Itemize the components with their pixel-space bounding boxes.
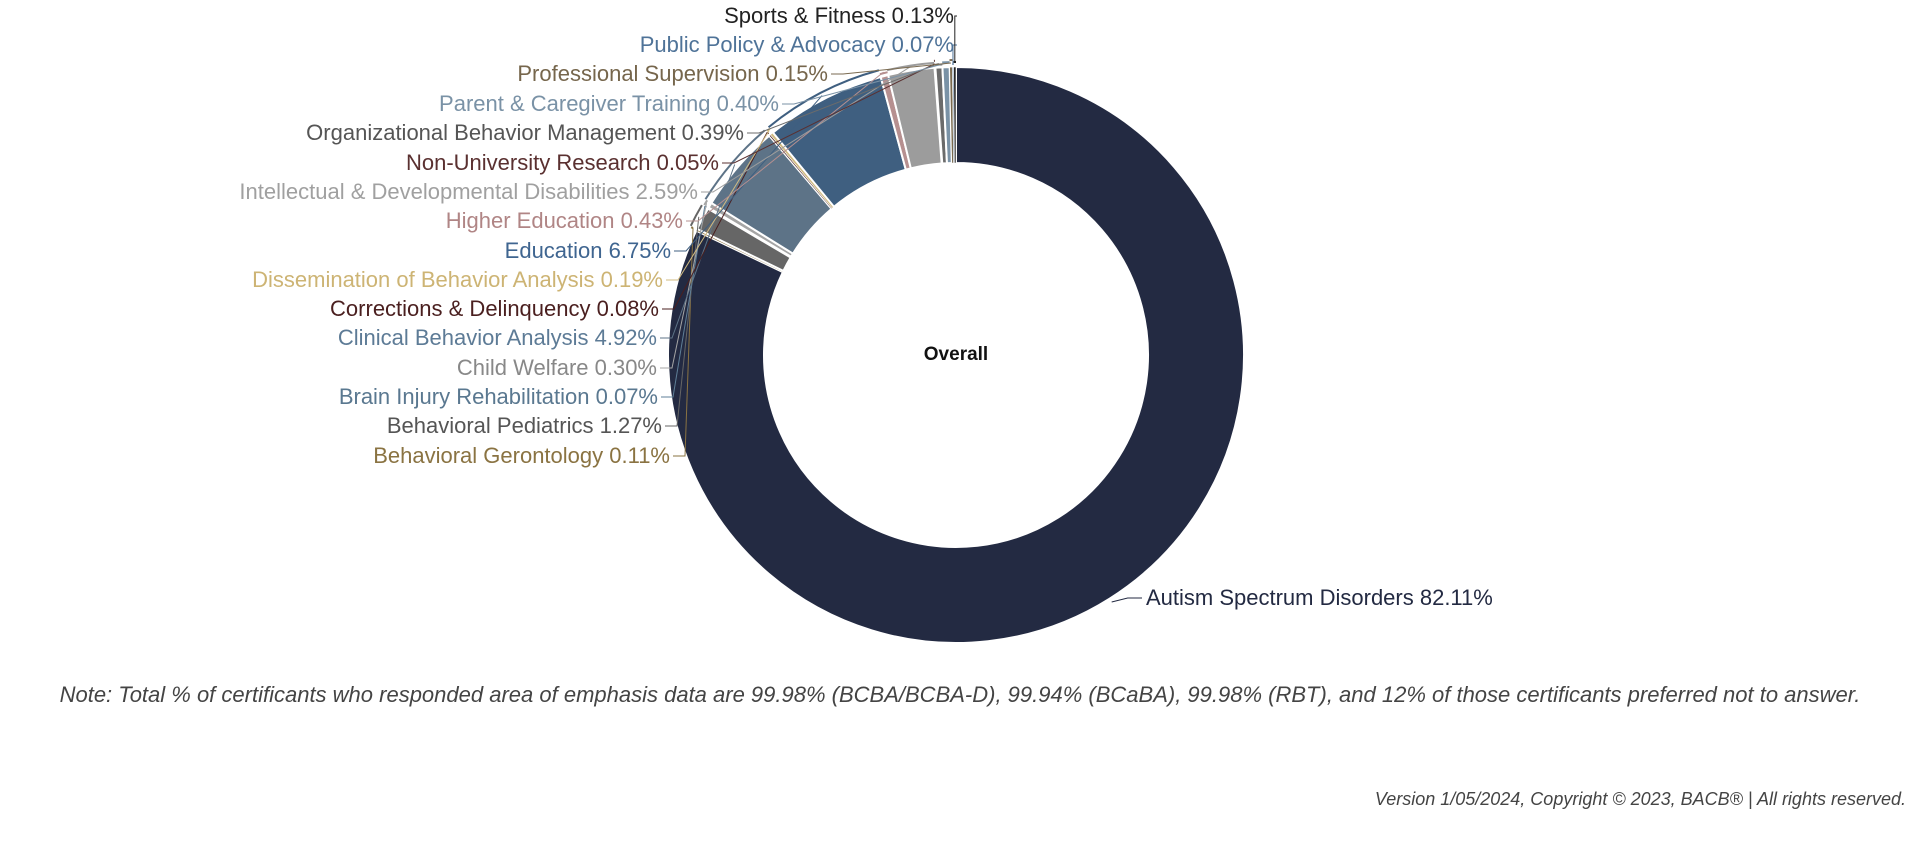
guide-arc-education <box>767 69 880 128</box>
leader-child-welfare <box>660 203 708 369</box>
label-behavioral-pediatrics: Behavioral Pediatrics 1.27% <box>387 413 662 438</box>
leader-organizational-behavior-management <box>747 63 939 134</box>
label-intellectual-and-developmental-disabilities: Intellectual & Developmental Disabilitie… <box>239 179 698 204</box>
slice-sports-and-fitness <box>953 66 957 164</box>
label-corrections-and-delinquency: Corrections & Delinquency 0.08% <box>330 296 659 321</box>
label-professional-supervision: Professional Supervision 0.15% <box>517 61 828 86</box>
leader-higher-education <box>686 71 884 222</box>
guide-arc-intellectual-and-developmental-disabilities <box>886 61 935 72</box>
leader-autism-spectrum-disorders <box>1111 597 1142 603</box>
leader-sports-and-fitness <box>954 15 957 64</box>
label-dissemination-of-behavior-analysis: Dissemination of Behavior Analysis 0.19% <box>252 267 663 292</box>
leader-dissemination-of-behavior-analysis <box>666 130 770 281</box>
leader-parent-and-caregiver-training <box>782 62 947 105</box>
slice-autism-spectrum-disorders <box>667 65 1245 644</box>
leader-clinical-behavior-analysis <box>660 164 736 339</box>
donut-chart: Autism Spectrum Disorders 82.11% Behavior… <box>239 3 1493 644</box>
label-child-welfare: Child Welfare 0.30% <box>457 355 657 380</box>
label-autism-spectrum-disorders: Autism Spectrum Disorders 82.11% <box>1146 585 1493 610</box>
leader-public-policy-and-advocacy <box>952 44 957 64</box>
label-organizational-behavior-management: Organizational Behavior Management 0.39% <box>306 120 744 145</box>
label-sports-and-fitness: Sports & Fitness 0.13% <box>724 3 954 28</box>
label-behavioral-gerontology: Behavioral Gerontology 0.11% <box>373 443 670 468</box>
donut-slices <box>667 65 1245 644</box>
leader-professional-supervision <box>831 62 952 75</box>
guide-arc-behavioral-pediatrics <box>689 204 703 227</box>
label-leader-lines <box>660 15 1142 603</box>
leader-behavioral-gerontology <box>673 228 694 457</box>
label-public-policy-and-advocacy: Public Policy & Advocacy 0.07% <box>640 32 954 57</box>
label-clinical-behavior-analysis: Clinical Behavior Analysis 4.92% <box>338 325 657 350</box>
guide-arc-child-welfare <box>703 199 709 206</box>
donut-center-label: Overall <box>924 344 988 365</box>
guide-arc-behavioral-gerontology <box>690 226 694 229</box>
copyright-footer: Version 1/05/2024, Copyright © 2023, BAC… <box>1374 789 1906 809</box>
leader-non-university-research <box>722 63 935 164</box>
guide-arc-higher-education <box>879 71 888 76</box>
label-education: Education 6.75% <box>505 238 671 263</box>
slice-labels: Autism Spectrum Disorders 82.11% Behavior… <box>239 3 1492 610</box>
chart-note: Note: Total % of certificants who respon… <box>59 682 1861 707</box>
label-brain-injury-rehabilitation: Brain Injury Rehabilitation 0.07% <box>339 384 658 409</box>
leader-education <box>674 95 823 252</box>
label-non-university-research: Non-University Research 0.05% <box>406 150 719 175</box>
label-parent-and-caregiver-training: Parent & Caregiver Training 0.40% <box>439 91 779 116</box>
leader-corrections-and-delinquency <box>662 132 768 310</box>
label-higher-education: Higher Education 0.43% <box>446 208 683 233</box>
